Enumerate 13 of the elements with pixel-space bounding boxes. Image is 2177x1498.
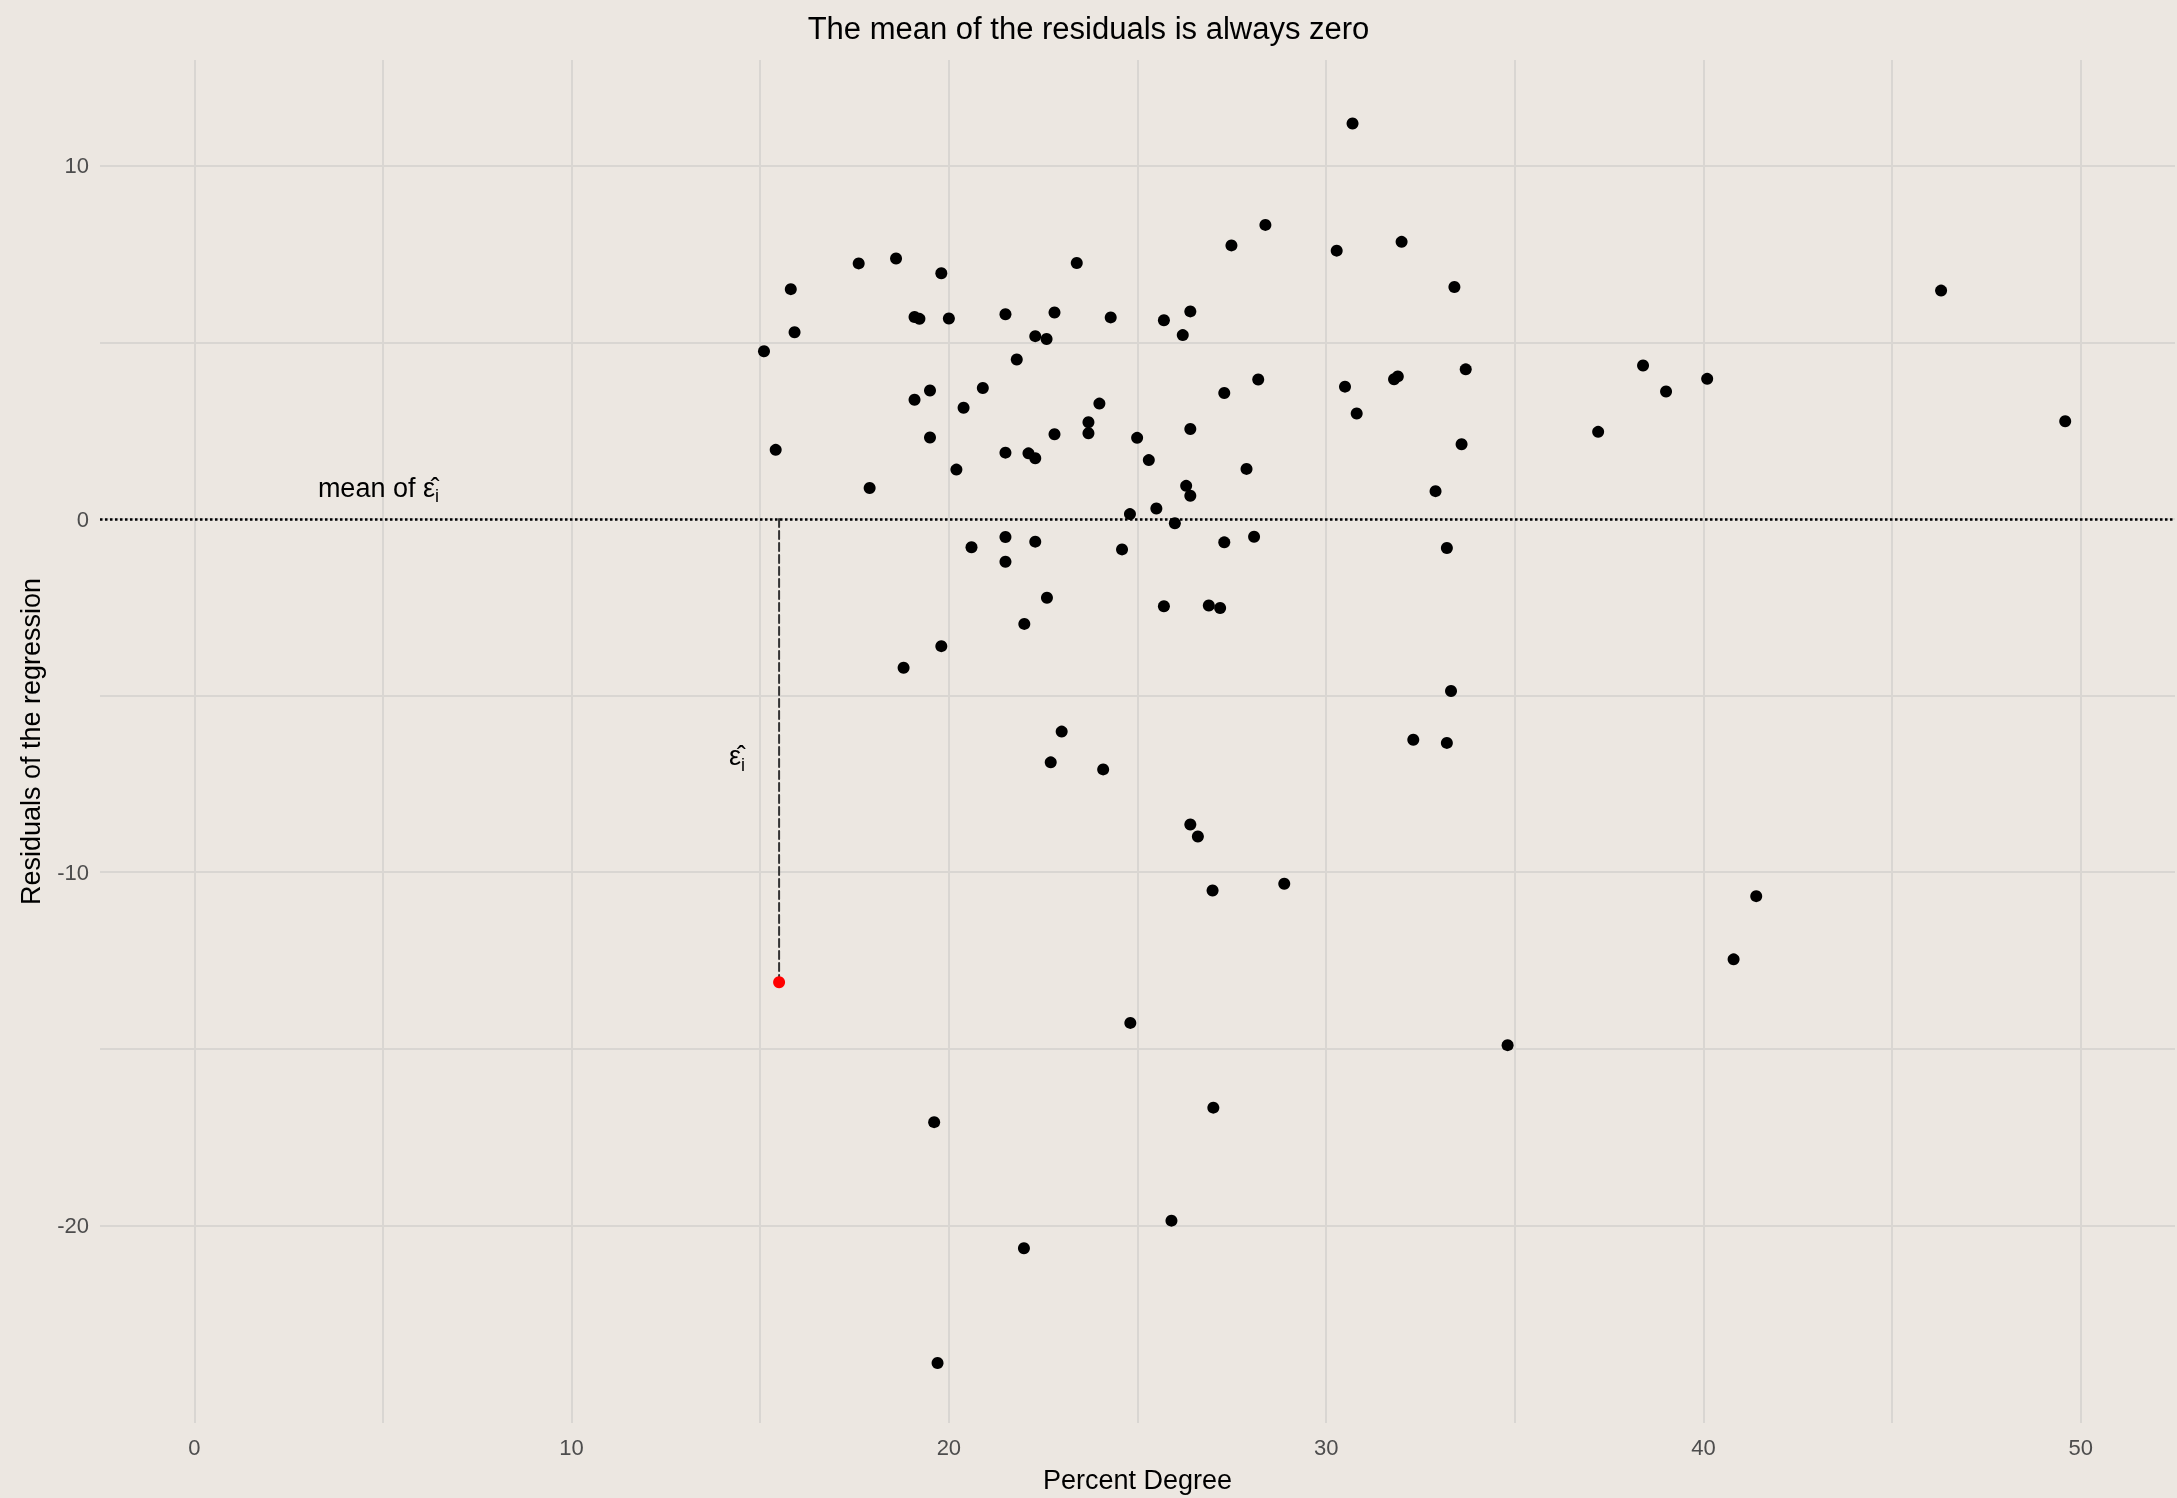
x-tick-label: 20 bbox=[936, 1434, 962, 1460]
y-tick-label: -10 bbox=[57, 859, 89, 885]
x-tick-label: 10 bbox=[559, 1434, 584, 1460]
x-tick-label: 30 bbox=[1313, 1434, 1339, 1460]
x-tick-label: 40 bbox=[1691, 1434, 1716, 1460]
y-tick-label: 0 bbox=[76, 506, 89, 532]
y-axis-title: Residuals of the regression bbox=[15, 577, 46, 906]
x-axis-title: Percent Degree bbox=[1042, 1464, 1233, 1495]
y-tick-label: -20 bbox=[57, 1212, 89, 1238]
x-tick-label: 50 bbox=[2068, 1434, 2093, 1460]
y-tick-label: 10 bbox=[64, 153, 89, 179]
x-tick-label: 0 bbox=[188, 1434, 201, 1460]
chart-title: The mean of the residuals is always zero bbox=[807, 11, 1370, 46]
